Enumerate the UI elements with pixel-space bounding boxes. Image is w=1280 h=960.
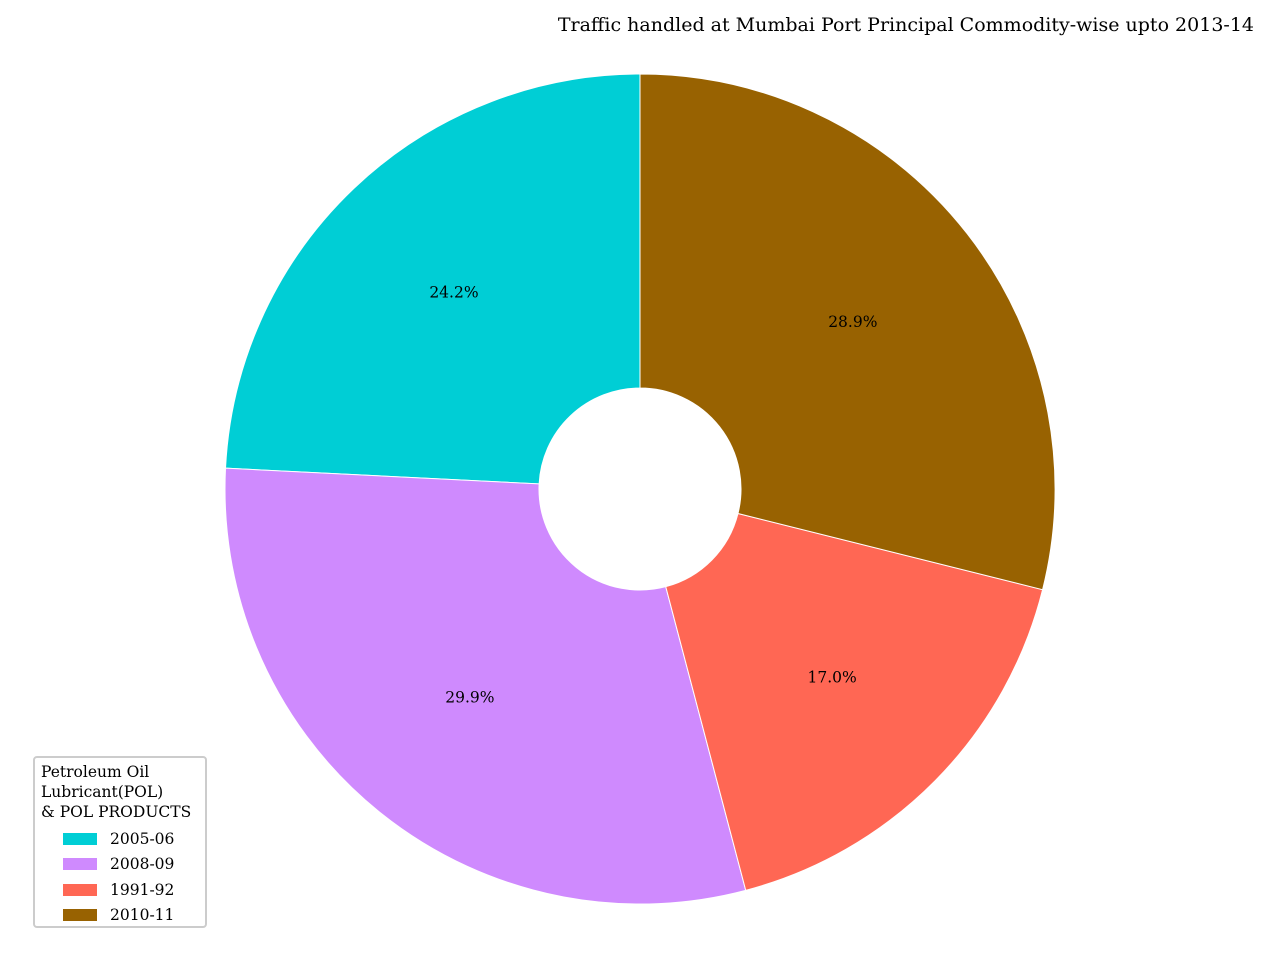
pie-slice-1991-92: [665, 512, 1044, 891]
pie-slice-2008-09: [224, 467, 747, 905]
slice-percent-label: 17.0%: [807, 669, 856, 687]
pie-slice-2005-06: [224, 73, 641, 485]
legend-title: Petroleum Oil Lubricant(POL) & POL PRODU…: [41, 763, 192, 821]
legend-item: 1991-92: [41, 877, 199, 903]
legend-item: 2005-06: [41, 826, 199, 852]
legend-label: 2010-11: [110, 906, 175, 925]
slice-percent-label: 28.9%: [828, 313, 877, 331]
legend-label: 2005-06: [110, 829, 175, 848]
legend-swatch: [63, 832, 97, 845]
slice-percent-label: 24.2%: [429, 283, 478, 301]
legend: Petroleum Oil Lubricant(POL) & POL PRODU…: [33, 756, 207, 928]
pie-slice-2010-11: [639, 73, 1056, 591]
legend-item: 2010-11: [41, 903, 199, 929]
legend-item: 2008-09: [41, 852, 199, 878]
legend-label: 2008-09: [110, 855, 175, 874]
legend-swatch: [63, 909, 97, 922]
slice-percent-label: 29.9%: [445, 689, 494, 707]
legend-swatch: [63, 883, 97, 896]
legend-swatch: [63, 858, 97, 871]
chart-title: Traffic handled at Mumbai Port Principal…: [557, 14, 1254, 36]
legend-label: 1991-92: [110, 880, 175, 899]
